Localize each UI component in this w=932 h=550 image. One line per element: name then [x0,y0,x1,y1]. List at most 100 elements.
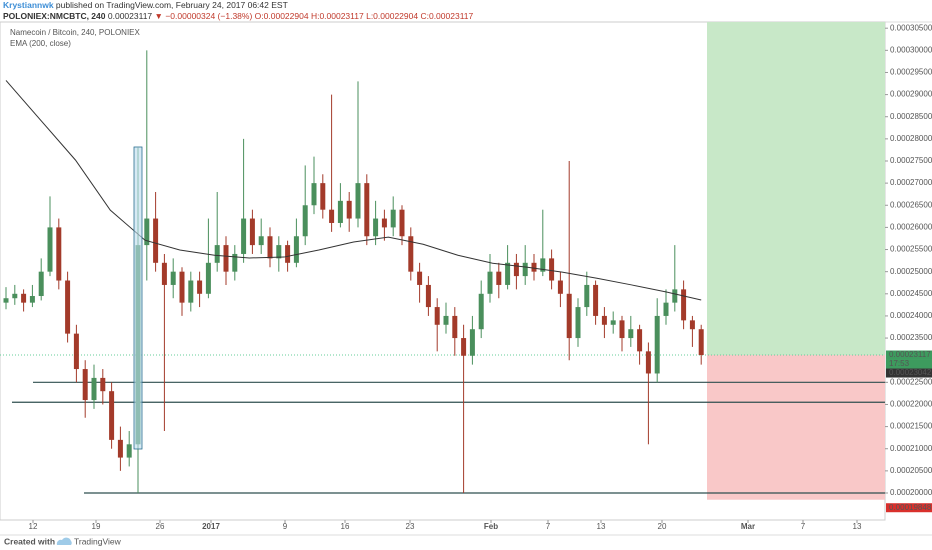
candle-body [161,262,167,285]
candle-body [100,377,106,392]
author[interactable]: Krystiannwk [3,0,54,10]
candle-body [267,236,273,259]
x-tick-label: 26 [156,522,165,531]
candle-body [425,284,431,308]
candle-body [654,315,660,374]
legend-title: Namecoin / Bitcoin, 240, POLONIEX [10,28,141,37]
candle-body [522,262,528,277]
candle-body [355,183,361,219]
candle-body [144,218,150,246]
candle-body [575,307,581,339]
candle-body [531,262,537,272]
candle-body [170,271,176,285]
candle-body [3,298,9,303]
candle-body [117,439,123,458]
candle-body [241,218,247,254]
profit-zone [707,22,885,356]
y-tick-label: 0.00026500 [890,200,932,209]
y-tick-label: 0.00027000 [890,178,932,187]
y-tick-label: 0.00028000 [890,134,932,143]
y-tick-label: 0.00030500 [890,23,932,32]
countdown-label: 17:53 [889,359,910,368]
published: published on TradingView.com, February 2… [56,0,288,10]
candle-body [126,444,132,458]
logo-icon [56,537,72,545]
ohlc-open: O:0.00022904 [255,11,309,21]
candle-body [285,245,291,263]
candle-body [478,293,484,330]
candle-body [311,183,317,206]
x-tick-label: Mar [741,522,755,531]
candle-body [584,284,590,308]
legend-ema: EMA (200, close) [10,39,71,48]
candle-body [91,377,97,401]
candle-body [505,262,511,285]
x-tick-label: 12 [29,522,38,531]
candle-body [258,236,264,246]
candle-body [214,245,220,263]
candle-body [373,218,379,237]
candle-body [566,293,572,339]
stop-label-bg [886,503,932,513]
candle-body [540,258,546,272]
candle-body [443,315,449,325]
countdown-label-bg [886,359,932,369]
candle-body [82,369,88,401]
y-tick-label: 0.00030000 [890,45,932,54]
y-tick-label: 0.00022500 [890,377,932,386]
y-tick-label: 0.00029000 [890,90,932,99]
y-tick-label: 0.00025500 [890,245,932,254]
ema-line [5,80,702,301]
y-tick-label: 0.00021500 [890,422,932,431]
candle-body [601,315,607,325]
candle-body [549,258,555,281]
candle-body [21,293,27,303]
candle-body [557,280,563,294]
last-price-label-bg [886,350,932,360]
y-tick-label: 0.00025000 [890,267,932,276]
candle-body [205,262,211,294]
candle-body [487,271,493,294]
x-tick-label: 13 [853,522,862,531]
candle-body [73,333,79,370]
ohlc-high: H:0.00023117 [311,11,364,21]
y-tick-label: 0.00029500 [890,68,932,77]
candle-body [47,227,53,272]
plot [0,22,885,500]
candle-body [302,205,308,237]
candle-body [188,280,194,303]
candle-body [337,200,343,223]
y-tick-label: 0.00024000 [890,311,932,320]
candle-body [346,200,352,219]
candle-body [293,236,299,263]
x-tick-label: 7 [801,522,806,531]
change: −0.00000324 (−1.38%) [165,11,252,21]
candle-body [513,262,519,277]
candle-body [496,271,502,285]
candle-body [364,183,370,237]
ohlc-close: C:0.00023117 [420,11,473,21]
y-tick-label: 0.00028500 [890,112,932,121]
loss-zone [707,355,885,500]
y-tick-label: 0.00020000 [890,488,932,497]
footer-created: Created with [4,536,55,546]
candle-body [65,280,71,334]
candle-body [619,320,625,339]
y-tick-label: 0.00020500 [890,466,932,475]
highlight-box [133,146,143,450]
footer-brand[interactable]: TradingView [74,536,122,546]
arrow: ▼ [155,11,163,21]
x-tick-label: Feb [484,522,498,531]
y-tick-label: 0.00022000 [890,400,932,409]
candle-body [276,245,282,259]
header-line: Krystiannwk published on TradingView.com… [3,0,288,10]
candle-body [29,296,35,303]
candle-body [628,329,634,339]
candle-body [197,280,203,294]
y-tick-label: 0.00026000 [890,223,932,232]
candle-body [698,329,704,356]
candle-body [461,338,467,356]
candle-body [390,209,396,228]
y-tick-label: 0.00027500 [890,156,932,165]
